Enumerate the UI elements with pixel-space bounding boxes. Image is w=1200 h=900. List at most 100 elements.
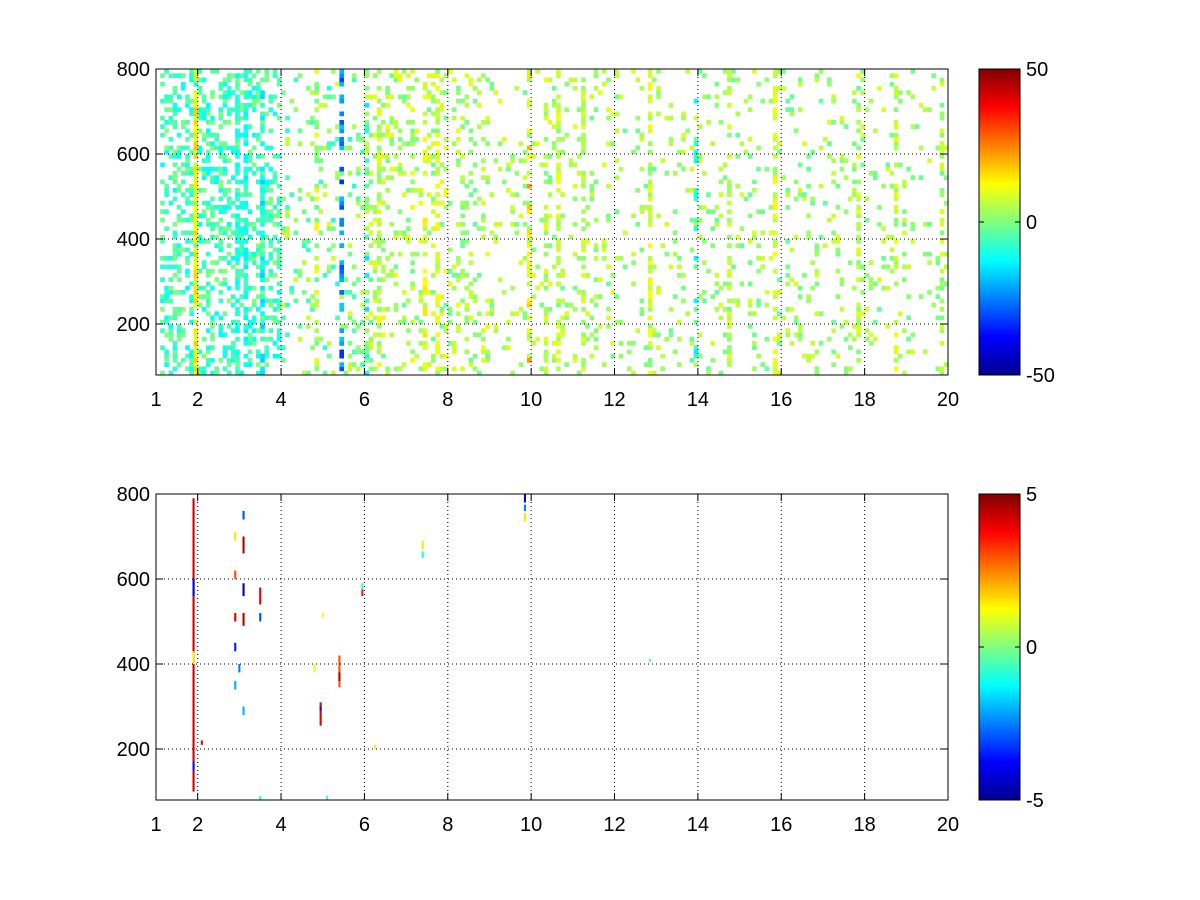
heatmap-cell (777, 311, 782, 316)
heatmap-cell (272, 111, 278, 117)
heatmap-cell (902, 370, 907, 376)
heatmap-cell (247, 192, 253, 197)
heatmap-cell (747, 260, 753, 265)
heatmap-cell (235, 251, 240, 257)
heatmap-cell (343, 370, 349, 376)
heatmap-cell (339, 166, 344, 172)
heatmap-cell (931, 73, 936, 78)
heatmap-cell (235, 166, 240, 172)
heatmap-cell (314, 69, 319, 74)
heatmap-cell (681, 115, 686, 121)
heatmap-cell (727, 192, 732, 197)
heatmap-cell (172, 273, 178, 278)
heatmap-cell (589, 353, 595, 359)
heatmap-cell (251, 251, 257, 257)
heatmap-cell (939, 315, 945, 321)
heatmap-cell (522, 200, 528, 206)
heatmap-cell (235, 162, 240, 168)
heatmap-cell (243, 290, 249, 295)
heatmap-cell (452, 366, 457, 372)
heatmap-cell (193, 145, 199, 151)
heatmap-cell (289, 290, 294, 295)
heatmap-cell (201, 171, 207, 176)
heatmap-cell (193, 260, 199, 265)
heatmap-cell (668, 328, 674, 333)
heatmap-cell (527, 73, 532, 78)
heatmap-cell (831, 362, 836, 367)
heatmap-cell (172, 124, 178, 129)
heatmap-cell (806, 154, 811, 159)
heatmap-cell (381, 166, 386, 172)
heatmap-cell (539, 281, 545, 287)
heatmap-cell (218, 145, 224, 151)
heatmap-cell (268, 217, 274, 223)
heatmap-cell (339, 353, 344, 359)
heatmap-cell (939, 328, 945, 333)
heatmap-cell (222, 103, 228, 108)
heatmap-cell (727, 349, 732, 355)
heatmap-cell (856, 226, 861, 231)
heatmap-cell (714, 81, 720, 87)
heatmap-cell (351, 349, 357, 355)
heatmap-cell (160, 81, 165, 87)
heatmap-cell (939, 251, 945, 257)
heatmap-cell (560, 149, 565, 155)
heatmap-cell (247, 319, 253, 325)
heatmap-cell (647, 341, 653, 346)
heatmap-cell (418, 341, 424, 346)
heatmap-cell (643, 362, 649, 367)
heatmap-cell (581, 247, 586, 253)
heatmap-cell (581, 366, 586, 372)
heatmap-cell (860, 311, 866, 316)
heatmap-cell (693, 307, 699, 312)
heatmap-cell (431, 154, 436, 159)
heatmap-cell (860, 124, 866, 129)
heatmap-cell (185, 239, 190, 244)
heatmap-cell (272, 154, 278, 159)
heatmap-cell (527, 239, 532, 244)
heatmap-cell (251, 107, 257, 112)
heatmap-cell (481, 137, 486, 142)
heatmap-cell (268, 251, 274, 257)
heatmap-cell (743, 196, 749, 202)
heatmap-cell (772, 290, 778, 295)
heatmap-cell (877, 205, 882, 210)
heatmap-cell (160, 345, 165, 350)
heatmap-cell (235, 145, 240, 151)
heatmap-cell (827, 217, 832, 223)
heatmap-cell (556, 273, 561, 278)
heatmap-cell (527, 209, 532, 214)
heatmap-cell (543, 353, 549, 359)
heatmap-cell (376, 315, 382, 321)
heatmap-cell (697, 234, 703, 240)
heatmap-cell (772, 307, 778, 312)
heatmap-cell (697, 154, 703, 159)
heatmap-cell (381, 315, 386, 321)
heatmap-cell (347, 353, 353, 359)
heatmap-cell (326, 264, 332, 270)
heatmap-cell (260, 171, 265, 176)
heatmap-cell (222, 166, 228, 172)
heatmap-cell (727, 77, 732, 83)
heatmap-cell (239, 73, 244, 78)
heatmap-cell (481, 345, 486, 350)
heatmap-cell (472, 162, 478, 168)
heatmap-cell (360, 319, 365, 325)
heatmap-cell (260, 115, 265, 121)
heatmap-cell (722, 307, 728, 312)
heatmap-cell (235, 358, 240, 363)
heatmap-cell (260, 175, 265, 180)
heatmap-cell (447, 341, 453, 346)
heatmap-cell (218, 124, 224, 129)
heatmap-cell (818, 234, 824, 240)
heatmap-cell (893, 222, 899, 227)
heatmap-cell (831, 158, 836, 163)
heatmap-cell (556, 256, 561, 261)
heatmap-cell (218, 166, 224, 172)
heatmap-cell (439, 311, 445, 316)
heatmap-cell (189, 362, 194, 367)
heatmap-cell (806, 230, 811, 236)
heatmap-cell (672, 209, 678, 214)
heatmap-cell (864, 107, 870, 112)
heatmap-cell (385, 124, 390, 129)
